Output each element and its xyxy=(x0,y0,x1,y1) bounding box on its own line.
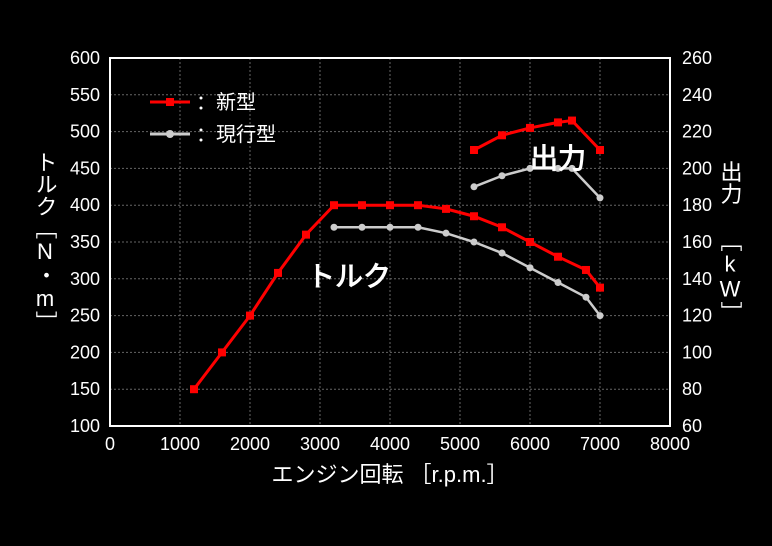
legend-marker xyxy=(166,98,174,106)
marker-power-new xyxy=(568,117,576,125)
y-right-tick-label: 260 xyxy=(682,48,712,68)
y-right-tick-label: 160 xyxy=(682,232,712,252)
marker-torque-new xyxy=(246,312,254,320)
marker-torque-current xyxy=(597,312,604,319)
marker-power-new xyxy=(470,146,478,154)
marker-torque-current xyxy=(331,224,338,231)
marker-power-current xyxy=(597,194,604,201)
legend-label: ：現行型 xyxy=(196,123,276,146)
y-left-axis-title: トルク［N・m］ xyxy=(33,151,58,333)
marker-torque-new xyxy=(330,201,338,209)
marker-torque-current xyxy=(583,294,590,301)
marker-torque-new xyxy=(582,266,590,274)
x-tick-label: 6000 xyxy=(510,434,550,454)
marker-torque-new xyxy=(190,385,198,393)
inner-label: 出力 xyxy=(530,143,586,174)
marker-torque-current xyxy=(555,279,562,286)
marker-torque-new xyxy=(274,269,282,277)
marker-torque-new xyxy=(302,231,310,239)
x-tick-label: 7000 xyxy=(580,434,620,454)
marker-torque-current xyxy=(443,230,450,237)
x-tick-label: 5000 xyxy=(440,434,480,454)
x-tick-label: 2000 xyxy=(230,434,270,454)
marker-torque-current xyxy=(359,224,366,231)
y-right-tick-label: 220 xyxy=(682,122,712,142)
marker-torque-new xyxy=(218,348,226,356)
y-left-tick-label: 550 xyxy=(70,85,100,105)
marker-power-current xyxy=(499,172,506,179)
marker-torque-new xyxy=(442,205,450,213)
marker-power-new xyxy=(526,124,534,132)
y-left-tick-label: 100 xyxy=(70,416,100,436)
marker-torque-new xyxy=(596,284,604,292)
y-right-tick-label: 140 xyxy=(682,269,712,289)
x-tick-label: 0 xyxy=(105,434,115,454)
y-right-tick-label: 60 xyxy=(682,416,702,436)
inner-label: トルク xyxy=(307,261,391,292)
y-right-axis-title: 出力 ［kW］ xyxy=(718,161,743,324)
y-right-tick-label: 240 xyxy=(682,85,712,105)
x-axis-title: エンジン回転 ［r.p.m.］ xyxy=(271,462,508,487)
y-left-tick-label: 250 xyxy=(70,306,100,326)
y-right-tick-label: 80 xyxy=(682,379,702,399)
marker-torque-new xyxy=(358,201,366,209)
y-left-tick-label: 350 xyxy=(70,232,100,252)
x-tick-label: 1000 xyxy=(160,434,200,454)
engine-performance-chart: 0 1000 2000 3000 4000 5000 6000 7000 8000 100 150 2… xyxy=(0,0,772,546)
marker-torque-new xyxy=(386,201,394,209)
marker-torque-current xyxy=(415,224,422,231)
x-tick-label: 3000 xyxy=(300,434,340,454)
legend-marker xyxy=(166,130,174,138)
marker-torque-current xyxy=(471,239,478,246)
y-left-tick-label: 450 xyxy=(70,158,100,178)
y-right-tick-label: 200 xyxy=(682,158,712,178)
y-left-tick-label: 200 xyxy=(70,342,100,362)
marker-torque-current xyxy=(527,264,534,271)
legend-label: ：新型 xyxy=(196,91,256,114)
y-left-tick-label: 150 xyxy=(70,379,100,399)
x-tick-label: 4000 xyxy=(370,434,410,454)
marker-torque-new xyxy=(470,212,478,220)
marker-power-new xyxy=(498,131,506,139)
y-left-tick-label: 500 xyxy=(70,122,100,142)
marker-torque-new xyxy=(498,223,506,231)
y-left-tick-label: 300 xyxy=(70,269,100,289)
chart-svg: 0 1000 2000 3000 4000 5000 6000 7000 8000 100 150 2… xyxy=(0,0,772,546)
marker-torque-new xyxy=(526,238,534,246)
y-right-tick-label: 180 xyxy=(682,195,712,215)
marker-torque-new xyxy=(554,253,562,261)
y-right-tick-label: 120 xyxy=(682,306,712,326)
x-tick-label: 8000 xyxy=(650,434,690,454)
marker-torque-current xyxy=(499,250,506,257)
marker-torque-current xyxy=(387,224,394,231)
y-left-tick-label: 600 xyxy=(70,48,100,68)
y-right-tick-label: 100 xyxy=(682,342,712,362)
marker-torque-new xyxy=(414,201,422,209)
marker-power-current xyxy=(471,183,478,190)
marker-power-new xyxy=(554,118,562,126)
marker-power-new xyxy=(596,146,604,154)
y-left-tick-label: 400 xyxy=(70,195,100,215)
